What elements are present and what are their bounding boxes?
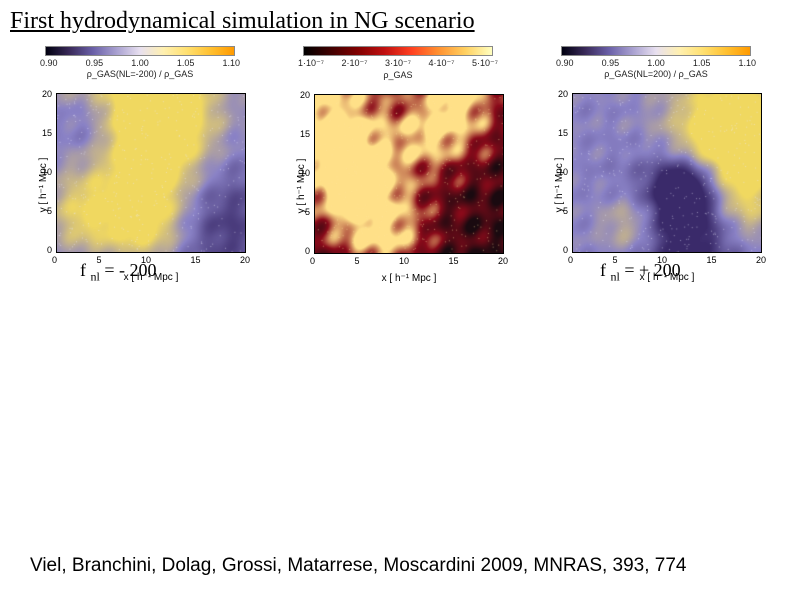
x-axis-label: x [ h⁻¹ Mpc ] (314, 273, 504, 284)
x-tick-label: 10 (399, 256, 409, 266)
colorbar-gradient (45, 46, 235, 56)
simulation-map (57, 94, 246, 253)
panel-right: 0.90 0.95 1.00 1.05 1.10 ρ_GAS(NL=200) / ρ_GA… (536, 46, 776, 286)
colorbar-tick-label: 1.10 (738, 58, 756, 68)
colorbar-title: ρ_GAS (383, 70, 412, 80)
panel-center: 1·10⁻⁷2·10⁻⁷3·10⁻⁷4·10⁻⁷5·10⁻⁷ρ_GASy [ h… (278, 46, 518, 286)
x-tick-label: 15 (190, 255, 200, 265)
x-tick-label: 20 (498, 256, 508, 266)
x-tick-label: 15 (706, 255, 716, 265)
y-tick-label: 5 (36, 206, 52, 216)
y-tick-label: 0 (552, 245, 568, 255)
y-tick-label: 10 (36, 167, 52, 177)
plot-area-left: y [ h⁻¹ Mpc ]2015105005101520x [ h⁻¹ Mpc… (20, 85, 260, 285)
x-axis-ticks: 0 5 10 15 20 (310, 256, 508, 266)
colorbar-gradient (303, 46, 493, 56)
colorbar-tick-label: 1.05 (177, 58, 195, 68)
colorbar-ticks: 1·10⁻⁷ 2·10⁻⁷ 3·10⁻⁷ 4·10⁻⁷ 5·10⁻⁷ (298, 58, 498, 69)
plot-frame (314, 94, 504, 254)
colorbar-ticks: 0.90 0.95 1.00 1.05 1.10 (40, 58, 240, 68)
colorbar-gradient (561, 46, 751, 56)
x-tick-label: 20 (240, 255, 250, 265)
x-tick-label: 0 (52, 255, 57, 265)
y-tick-label: 10 (552, 167, 568, 177)
colorbar-tick-label: 5·10⁻⁷ (472, 58, 498, 69)
y-tick-label: 0 (36, 245, 52, 255)
y-tick-label: 0 (294, 246, 310, 256)
y-tick-label: 20 (294, 90, 310, 100)
y-axis-ticks: 20 15 10 5 0 (294, 90, 310, 256)
y-axis-ticks: 20 15 10 5 0 (36, 89, 52, 255)
colorbar-tick-label: 4·10⁻⁷ (428, 58, 454, 69)
y-tick-label: 5 (552, 206, 568, 216)
panel-left: 0.90 0.95 1.00 1.05 1.10 ρ_GAS(NL=-200) / ρ_G… (20, 46, 260, 286)
panel-row: 0.90 0.95 1.00 1.05 1.10 ρ_GAS(NL=-200) / ρ_G… (20, 46, 776, 286)
y-tick-label: 15 (294, 129, 310, 139)
fnl-annotation-right: f nl = + 200 (600, 260, 681, 285)
colorbar-right: 0.90 0.95 1.00 1.05 1.10 ρ_GAS(NL=200) / ρ_GA… (536, 46, 776, 79)
colorbar-tick-label: 0.90 (40, 58, 58, 68)
colorbar-center: 1·10⁻⁷ 2·10⁻⁷ 3·10⁻⁷ 4·10⁻⁷ 5·10⁻⁷ ρ_GAS (278, 46, 518, 80)
x-tick-label: 0 (310, 256, 315, 266)
colorbar-ticks: 0.90 0.95 1.00 1.05 1.10 (556, 58, 756, 68)
colorbar-tick-label: 0.95 (602, 58, 620, 68)
citation-text: Viel, Branchini, Dolag, Grossi, Matarres… (30, 555, 687, 577)
colorbar-tick-label: 0.95 (86, 58, 104, 68)
y-axis-ticks: 20 15 10 5 0 (552, 89, 568, 255)
colorbar-tick-label: 1.00 (647, 58, 665, 68)
plot-area-center: y [ h⁻¹ Mpc ]2015105005101520x [ h⁻¹ Mpc… (278, 86, 518, 286)
simulation-map (573, 94, 762, 253)
colorbar-tick-label: 3·10⁻⁷ (385, 58, 411, 69)
colorbar-tick-label: 2·10⁻⁷ (341, 58, 367, 69)
y-tick-label: 15 (552, 128, 568, 138)
colorbar-tick-label: 1·10⁻⁷ (298, 58, 324, 69)
x-tick-label: 5 (354, 256, 359, 266)
y-tick-label: 15 (36, 128, 52, 138)
x-tick-label: 20 (756, 255, 766, 265)
slide-title: First hydrodynamical simulation in NG sc… (10, 8, 475, 35)
y-tick-label: 20 (552, 89, 568, 99)
colorbar-title: ρ_GAS(NL=-200) / ρ_GAS (87, 69, 194, 79)
y-tick-label: 10 (294, 168, 310, 178)
colorbar-left: 0.90 0.95 1.00 1.05 1.10 ρ_GAS(NL=-200) / ρ_G… (20, 46, 260, 79)
colorbar-tick-label: 1.00 (131, 58, 149, 68)
x-tick-label: 0 (568, 255, 573, 265)
plot-area-right: y [ h⁻¹ Mpc ]2015105005101520x [ h⁻¹ Mpc… (536, 85, 776, 285)
colorbar-tick-label: 1.05 (693, 58, 711, 68)
colorbar-title: ρ_GAS(NL=200) / ρ_GAS (604, 69, 708, 79)
colorbar-tick-label: 1.10 (222, 58, 240, 68)
x-tick-label: 15 (448, 256, 458, 266)
plot-frame (572, 93, 762, 253)
y-tick-label: 20 (36, 89, 52, 99)
simulation-map (315, 95, 504, 254)
fnl-annotation-left: f nl = - 200 (80, 260, 157, 285)
colorbar-tick-label: 0.90 (556, 58, 574, 68)
y-tick-label: 5 (294, 207, 310, 217)
plot-frame (56, 93, 246, 253)
